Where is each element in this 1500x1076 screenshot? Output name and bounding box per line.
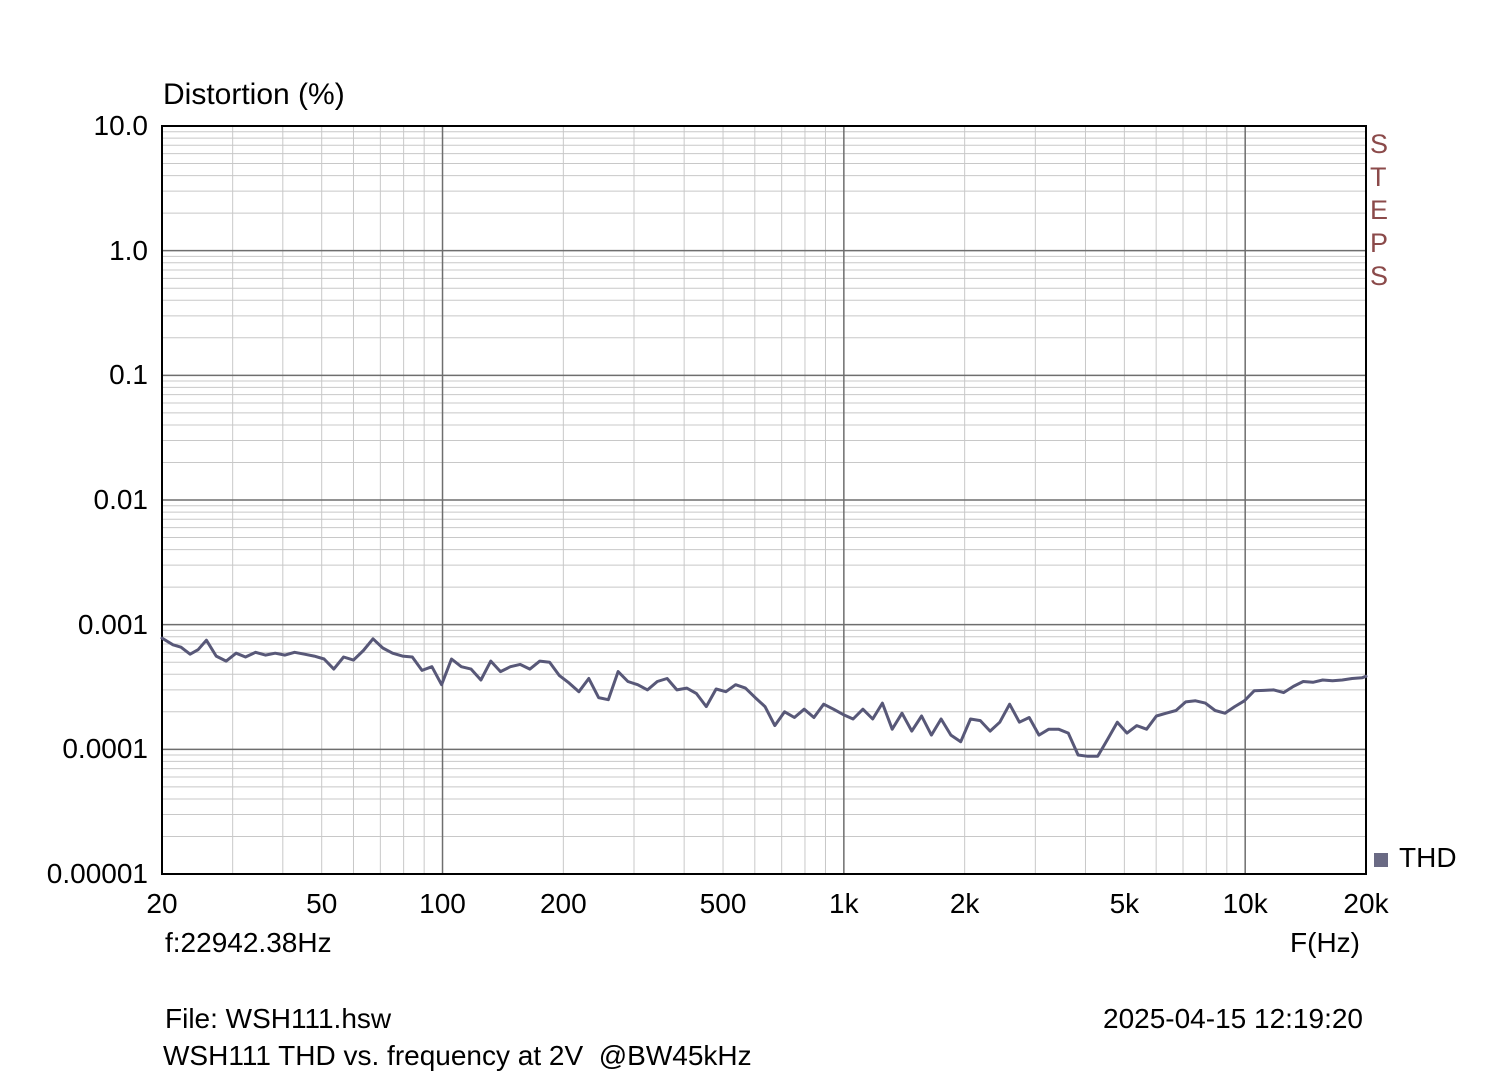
x-tick-label: 20k bbox=[1343, 888, 1389, 919]
chart-title: Distortion (%) bbox=[163, 78, 345, 111]
watermark-letter: P bbox=[1370, 228, 1389, 258]
y-tick-label: 0.00001 bbox=[46, 858, 148, 889]
legend-marker-square bbox=[1374, 852, 1388, 867]
watermark-letter: E bbox=[1370, 195, 1389, 225]
y-tick-label: 1.0 bbox=[109, 234, 148, 266]
x-tick-label: 10k bbox=[1222, 888, 1268, 919]
x-tick-label: 100 bbox=[419, 888, 466, 919]
footer-timestamp: 2025-04-15 12:19:20 bbox=[1103, 1003, 1363, 1034]
x-tick-label: 20 bbox=[146, 888, 178, 919]
x-tick-label: 50 bbox=[306, 888, 338, 919]
x-axis-unit-label: F(Hz) bbox=[1290, 927, 1360, 958]
y-tick-label: 10.0 bbox=[93, 110, 149, 141]
watermark-letter: T bbox=[1370, 162, 1387, 192]
x-tick-label: 2k bbox=[949, 888, 980, 919]
x-tick-label: 5k bbox=[1109, 888, 1140, 919]
legend-item-thd[interactable]: THD bbox=[1374, 842, 1457, 874]
footer-file-name: File: WSH111.hsw bbox=[165, 1003, 392, 1034]
y-tick-label: 0.01 bbox=[93, 484, 149, 515]
legend-label: THD bbox=[1399, 842, 1457, 873]
cursor-frequency-readout: f:22942.38Hz bbox=[165, 927, 332, 958]
footer-description: WSH111 THD vs. frequency at 2V @BW45kHz bbox=[163, 1040, 752, 1071]
watermark-letter: S bbox=[1370, 129, 1389, 159]
x-tick-label: 200 bbox=[539, 888, 587, 919]
x-tick-label: 500 bbox=[699, 888, 747, 919]
y-tick-label: 0.1 bbox=[109, 359, 148, 391]
watermark-letter: S bbox=[1370, 261, 1389, 291]
y-tick-label: 0.0001 bbox=[62, 733, 148, 765]
y-tick-label: 0.001 bbox=[77, 608, 148, 640]
x-tick-label: 1k bbox=[829, 888, 859, 919]
